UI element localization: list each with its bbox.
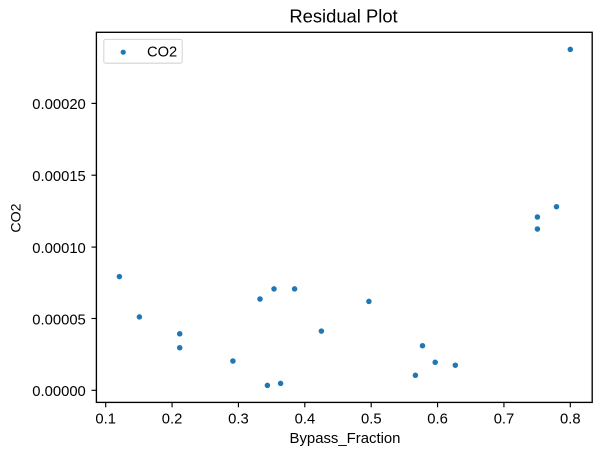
svg-text:0.00020: 0.00020 bbox=[32, 97, 86, 113]
svg-text:Bypass_Fraction: Bypass_Fraction bbox=[290, 431, 401, 447]
svg-text:0.7: 0.7 bbox=[494, 411, 515, 427]
svg-text:0.6: 0.6 bbox=[427, 411, 448, 427]
svg-text:CO2: CO2 bbox=[147, 44, 177, 60]
svg-text:0.3: 0.3 bbox=[228, 411, 249, 427]
svg-text:0.8: 0.8 bbox=[560, 411, 581, 427]
svg-text:0.00010: 0.00010 bbox=[32, 241, 86, 257]
svg-text:0.1: 0.1 bbox=[95, 411, 116, 427]
svg-text:0.5: 0.5 bbox=[361, 411, 382, 427]
svg-text:0.00005: 0.00005 bbox=[32, 312, 86, 328]
svg-text:0.00015: 0.00015 bbox=[32, 169, 86, 185]
svg-text:0.4: 0.4 bbox=[295, 411, 316, 427]
svg-text:0.00000: 0.00000 bbox=[32, 384, 86, 400]
svg-text:CO2: CO2 bbox=[9, 203, 25, 232]
svg-text:Residual Plot: Residual Plot bbox=[289, 6, 397, 27]
svg-text:0.2: 0.2 bbox=[162, 411, 183, 427]
